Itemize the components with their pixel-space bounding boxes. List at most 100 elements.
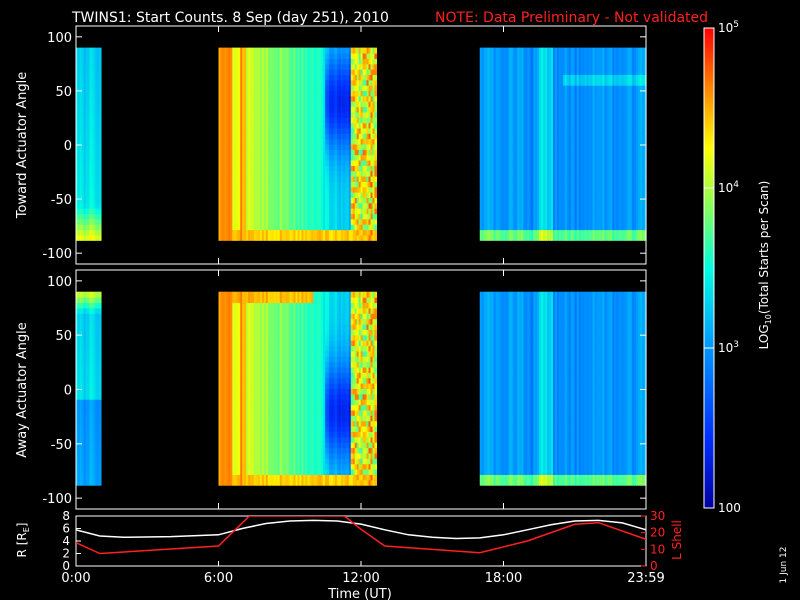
heatmap-cell — [364, 85, 368, 92]
heatmap-cell — [246, 74, 249, 81]
heatmap-cell — [305, 234, 308, 241]
heatmap-cell — [224, 197, 227, 204]
heatmap-cell — [515, 138, 518, 145]
heatmap-cell — [263, 197, 267, 204]
heatmap-cell — [232, 95, 235, 102]
heatmap-cell — [250, 95, 253, 102]
heatmap-cell — [254, 202, 257, 209]
heatmap-cell — [368, 218, 372, 225]
heatmap-cell — [368, 74, 372, 81]
heatmap-cell — [350, 186, 354, 193]
heatmap-cell — [85, 117, 89, 124]
heatmap-cell — [517, 234, 520, 241]
heatmap-cell — [552, 143, 556, 150]
heatmap-cell — [505, 186, 509, 193]
heatmap-cell — [252, 143, 255, 150]
heatmap-cell — [77, 176, 81, 182]
heatmap-cell — [281, 208, 285, 215]
heatmap-cell — [77, 52, 81, 59]
heatmap-cell — [511, 186, 514, 193]
heatmap-cell — [493, 143, 497, 150]
heatmap-cell — [269, 186, 273, 193]
heatmap-cell — [269, 138, 273, 145]
heatmap-cell — [338, 52, 342, 59]
heatmap-cell — [85, 58, 89, 65]
heatmap-cell — [79, 111, 83, 118]
heatmap-cell — [531, 111, 534, 118]
heatmap-cell — [333, 117, 336, 124]
heatmap-cell — [521, 58, 524, 65]
heatmap-cell — [238, 63, 241, 70]
heatmap-cell — [507, 122, 511, 129]
heatmap-cell — [501, 159, 505, 166]
heatmap-cell — [220, 122, 224, 129]
heatmap-cell — [95, 133, 98, 140]
heatmap-cell — [364, 197, 368, 204]
heatmap-cell — [481, 95, 485, 102]
heatmap-cell — [545, 154, 548, 161]
heatmap-cell — [334, 197, 338, 204]
heatmap-cell — [562, 122, 566, 129]
heatmap-cell — [263, 218, 267, 225]
heatmap-cell — [287, 63, 291, 70]
heatmap-cell — [334, 149, 338, 156]
heatmap-cell — [352, 170, 356, 177]
heatmap-cell — [85, 154, 89, 161]
heatmap-cell — [481, 224, 485, 231]
heatmap-cell — [350, 229, 354, 236]
heatmap-cell — [319, 47, 322, 54]
heatmap-cell — [336, 69, 340, 75]
heatmap-cell — [232, 138, 235, 145]
heatmap-cell — [291, 47, 295, 54]
heatmap-cell — [354, 74, 358, 81]
heatmap-cell — [366, 165, 370, 172]
heatmap-cell — [305, 154, 308, 161]
heatmap-cell — [250, 165, 253, 172]
heatmap-cell — [338, 159, 342, 166]
heatmap-cell — [523, 52, 526, 59]
heatmap-cell — [89, 47, 92, 54]
heatmap-cell — [97, 101, 100, 108]
heatmap-cell — [277, 229, 281, 236]
heatmap-cell — [81, 213, 85, 220]
heatmap-cell — [531, 149, 534, 156]
heatmap-cell — [558, 138, 562, 145]
heatmap-cell — [309, 69, 312, 75]
heatmap-cell — [362, 181, 366, 188]
heatmap-cell — [79, 52, 83, 59]
heatmap-cell — [315, 101, 318, 108]
heatmap-cell — [97, 47, 100, 54]
heatmap-cell — [566, 234, 570, 241]
heatmap-cell — [566, 218, 570, 225]
heatmap-cell — [362, 47, 366, 54]
heatmap-cell — [372, 85, 376, 92]
heatmap-cell — [493, 52, 497, 59]
heatmap-cell — [515, 127, 518, 134]
heatmap-cell — [228, 95, 231, 102]
heatmap-cell — [489, 106, 493, 113]
heatmap-cell — [299, 69, 303, 75]
heatmap-cell — [507, 176, 511, 182]
heatmap-cell — [503, 218, 507, 225]
heatmap-cell — [301, 85, 304, 92]
heatmap-cell — [535, 159, 538, 166]
heatmap-cell — [325, 176, 328, 182]
heatmap-cell — [236, 133, 239, 140]
heatmap-cell — [240, 117, 243, 124]
heatmap-cell — [252, 181, 255, 188]
heatmap-cell — [277, 58, 281, 65]
heatmap-cell — [560, 208, 564, 215]
heatmap-cell — [543, 101, 546, 108]
heatmap-cell — [93, 170, 96, 177]
heatmap-cell — [374, 213, 378, 220]
heatmap-cell — [552, 181, 556, 188]
heatmap-cell — [352, 95, 356, 102]
heatmap-cell — [525, 69, 528, 75]
heatmap-cell — [259, 165, 263, 172]
heatmap-cell — [491, 234, 495, 241]
heatmap-cell — [521, 202, 524, 209]
heatmap-cell — [503, 197, 507, 204]
heatmap-cell — [501, 138, 505, 145]
heatmap-cell — [319, 202, 322, 209]
heatmap-cell — [269, 79, 273, 86]
